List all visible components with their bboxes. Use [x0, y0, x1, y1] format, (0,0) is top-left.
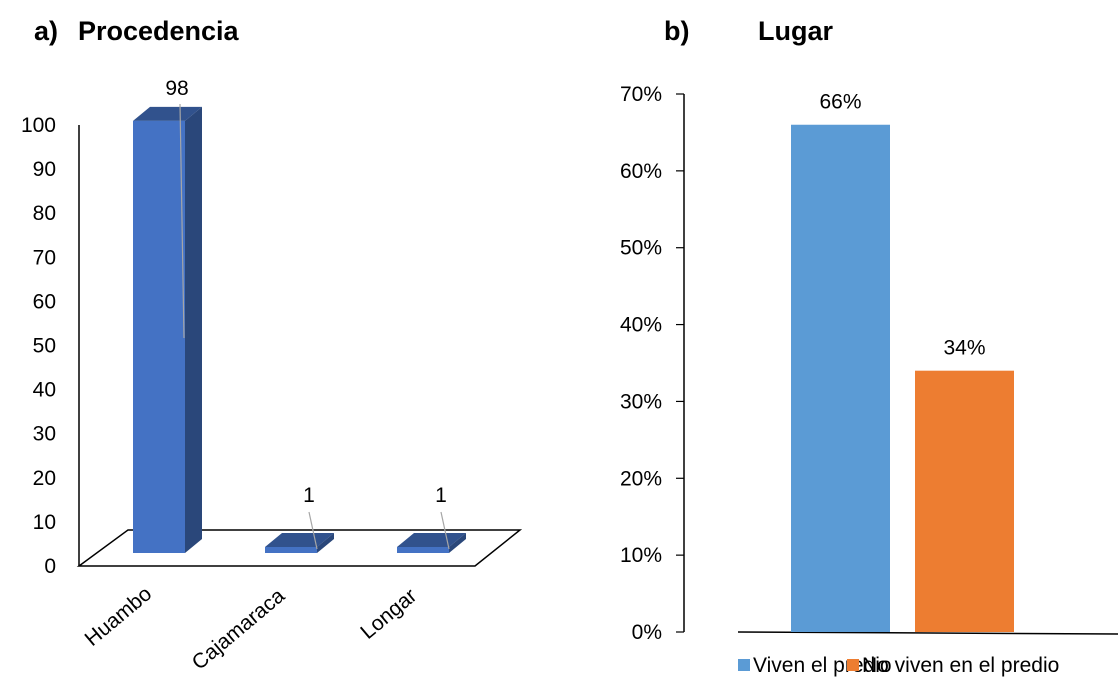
- chart-a-y-tick-label: 100: [21, 114, 56, 137]
- chart-b-axes: [676, 93, 1118, 635]
- chart-b: b) Lugar 0%10%20%30%40%50%60%70% 66%34% …: [620, 16, 1118, 677]
- chart-a-y-axis: 0 10 20 30 40 50 60 70 80 90 100: [21, 114, 56, 578]
- chart-b-title: Lugar: [758, 16, 833, 46]
- chart-a-x-tick-label: Cajamaraca: [188, 584, 290, 675]
- chart-a-y-tick-label: 40: [33, 379, 56, 402]
- chart-a-title: Procedencia: [78, 16, 240, 46]
- chart-a-y-tick-label: 30: [33, 423, 56, 446]
- chart-b-bar: [915, 370, 1014, 632]
- chart-b-data-label: 66%: [819, 91, 861, 114]
- chart-a-bar: [397, 547, 449, 553]
- chart-a-bar: [265, 547, 317, 553]
- chart-a-data-label: 1: [303, 484, 315, 507]
- chart-a-leader-line: [179, 103, 185, 339]
- chart-b-legend-label: No viven en el predio: [862, 654, 1059, 677]
- chart-a-bar: [133, 120, 185, 553]
- chart-a-y-tick-label: 70: [33, 246, 56, 269]
- chart-b-y-tick-label: 40%: [620, 314, 662, 337]
- chart-a-y-tick-label: 90: [33, 158, 56, 181]
- chart-a-bar-side: [317, 533, 334, 553]
- chart-a-data-label: 98: [165, 77, 188, 100]
- chart-a-bar-side: [449, 533, 466, 553]
- chart-a-bar-top: [133, 106, 202, 121]
- chart-b-bars: [791, 124, 1014, 632]
- chart-a-y-tick-label: 60: [33, 290, 56, 313]
- chart-b-y-tick-label: 0%: [632, 621, 662, 644]
- chart-b-y-tick-label: 70%: [620, 83, 662, 106]
- chart-b-y-tick-label: 10%: [620, 544, 662, 567]
- chart-a-y-tick-label: 10: [33, 511, 56, 534]
- chart-a-axes: [76, 125, 523, 567]
- chart-a-bar-top: [397, 533, 466, 547]
- chart-b-x-axis-line: [737, 631, 1118, 635]
- chart-a-y-tick-label: 50: [33, 335, 56, 358]
- chart-a-bar-top: [265, 533, 334, 547]
- chart-b-legend-swatch: [847, 659, 859, 671]
- chart-b-y-tick-label: 60%: [620, 160, 662, 183]
- chart-a-x-tick-label: Huambo: [81, 582, 157, 651]
- chart-a-leader-line: [308, 511, 318, 550]
- chart-b-legend-swatch: [738, 659, 750, 671]
- chart-a-bar-side: [185, 106, 202, 553]
- chart-b-data-label: 34%: [943, 337, 985, 360]
- chart-a-data-labels: 98 1 1: [165, 77, 450, 550]
- chart-b-y-tick-label: 20%: [620, 467, 662, 490]
- chart-a: a) Procedencia 0 10 20 30 40 50 60 70 80 90 100 98…: [21, 16, 523, 675]
- chart-a-x-axis: Huambo Cajamaraca Longar: [81, 582, 422, 674]
- chart-a-bars: [133, 106, 466, 553]
- chart-a-panel-label: a): [34, 16, 58, 46]
- chart-b-y-tick-label: 30%: [620, 390, 662, 413]
- chart-a-y-tick-label: 80: [33, 202, 56, 225]
- chart-b-y-tick-label: 50%: [620, 237, 662, 260]
- chart-a-data-label: 1: [435, 484, 447, 507]
- chart-a-x-tick-label: Longar: [356, 584, 421, 644]
- chart-a-y-tick-label: 0: [44, 555, 56, 578]
- chart-b-y-axis: 0% 10% 20% 30% 40% 50% 60% 70%: [620, 83, 662, 644]
- chart-a-leader-line: [440, 511, 450, 550]
- chart-b-bar: [791, 124, 890, 632]
- chart-b-panel-label: b): [664, 16, 689, 46]
- chart-b-data-labels: 66% 34%: [819, 91, 985, 360]
- chart-a-y-tick-label: 20: [33, 467, 56, 490]
- chart-a-floor: [76, 529, 523, 567]
